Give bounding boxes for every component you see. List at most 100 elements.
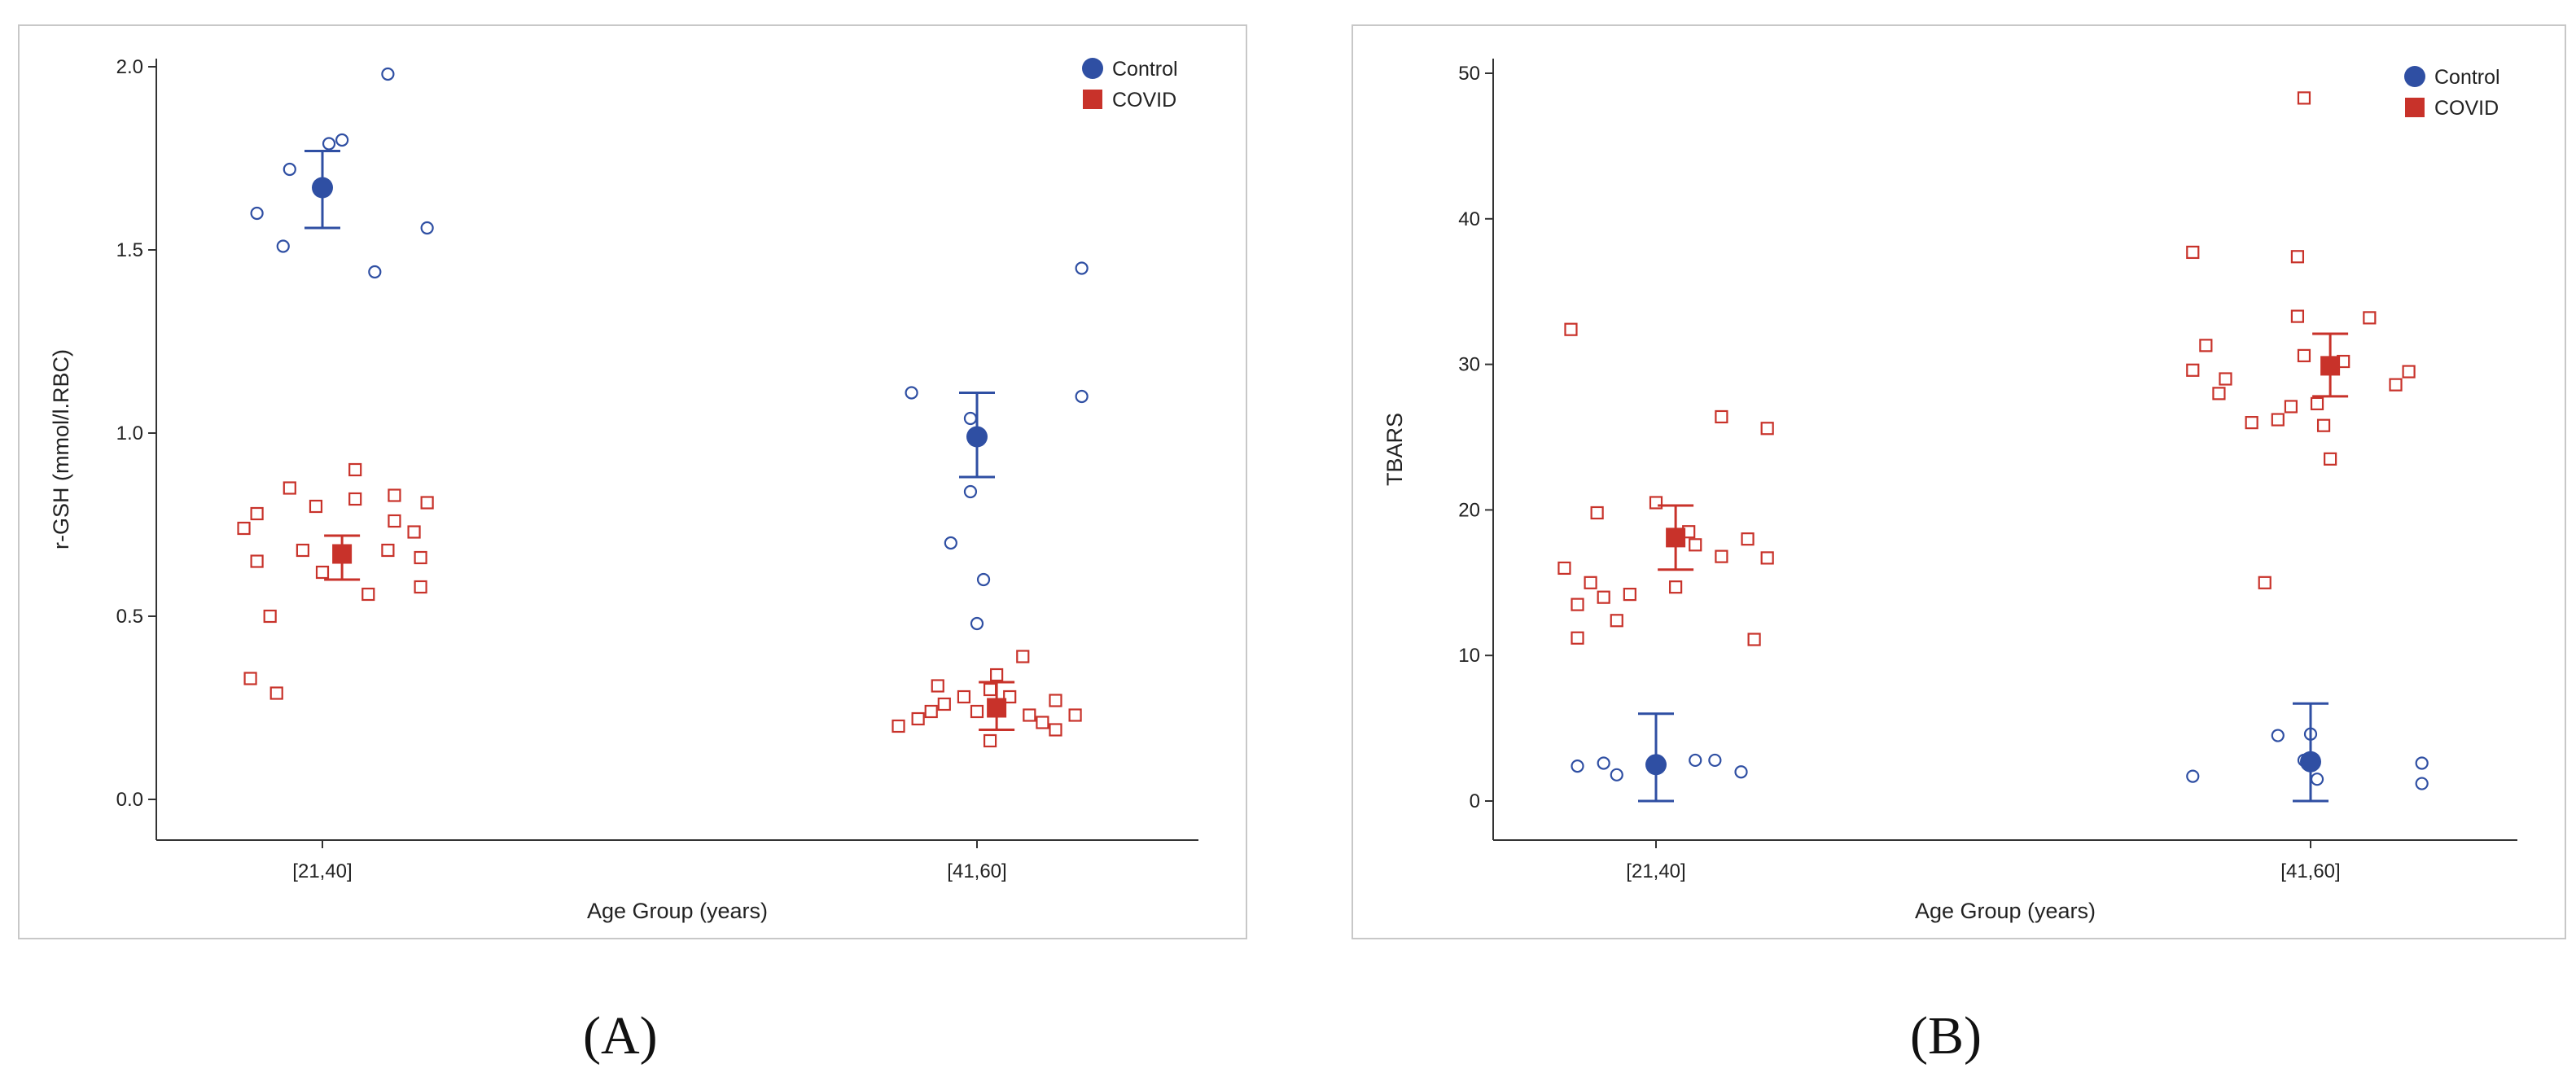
y-tick-label: 0.5	[116, 606, 143, 628]
covid-mean-marker	[987, 698, 1007, 718]
covid-point	[970, 704, 984, 719]
control-point	[963, 411, 978, 426]
covid-series	[1557, 91, 2416, 646]
covid-point	[1564, 322, 1578, 336]
covid-point	[2297, 91, 2311, 105]
covid-point	[2199, 339, 2213, 352]
covid-point	[1741, 532, 1755, 546]
covid-point	[250, 506, 264, 521]
covid-point	[931, 679, 944, 693]
covid-point	[2219, 372, 2232, 386]
control-point	[322, 137, 336, 151]
covid-point	[263, 609, 277, 624]
control-point	[420, 221, 434, 235]
covid-point	[283, 481, 296, 495]
covid-point	[2258, 576, 2272, 589]
control-point	[1075, 261, 1089, 275]
covid-point	[2186, 363, 2200, 377]
legend-label: Control	[1112, 58, 1178, 81]
covid-point	[348, 462, 362, 477]
covid-point	[1597, 590, 1610, 604]
y-tick-label: 40	[1458, 208, 1480, 230]
x-tick-label: [41,60]	[2280, 860, 2340, 882]
covid-point	[1623, 588, 1636, 602]
covid-point	[1689, 538, 1702, 552]
covid-point	[1023, 708, 1036, 722]
covid-point	[381, 543, 395, 558]
covid-point	[2389, 378, 2403, 392]
covid-point	[250, 554, 264, 568]
covid-point	[1610, 614, 1623, 628]
control-point	[368, 265, 382, 279]
covid-point	[1584, 576, 1597, 589]
covid-mean-marker	[2320, 356, 2341, 376]
covid-point	[1649, 496, 1663, 510]
covid-point	[1715, 409, 1728, 424]
covid-point	[911, 711, 925, 726]
control-mean-marker	[966, 426, 988, 448]
control-point	[381, 67, 395, 81]
covid-point	[1036, 716, 1049, 729]
control-point	[1571, 759, 1584, 773]
covid-point	[990, 668, 1004, 682]
control-point	[2415, 756, 2429, 770]
legend-covid-marker	[2405, 98, 2425, 117]
covid-series	[237, 462, 1082, 748]
y-tick-label: 0.0	[116, 789, 143, 811]
y-tick-label: 1.5	[116, 239, 143, 261]
chart-panel-a: 0.00.51.01.52.0[21,40][41,60]>60Age Grou…	[18, 24, 1247, 939]
covid-point	[309, 499, 323, 514]
y-axis-label: r-GSH (mmol/l.RBC)	[49, 349, 73, 549]
covid-point	[1016, 650, 1030, 663]
covid-mean-marker	[332, 544, 353, 564]
control-point	[283, 162, 296, 177]
legend-control-marker	[1082, 58, 1103, 79]
y-tick-label: 1.0	[116, 422, 143, 444]
legend-control-marker	[2404, 66, 2425, 87]
covid-point	[983, 682, 997, 697]
covid-point	[237, 521, 251, 536]
covid-point	[1669, 580, 1683, 594]
control-point	[2186, 769, 2200, 783]
control-point	[976, 572, 991, 587]
legend-label: Control	[2434, 66, 2500, 89]
y-axis-label: TBARS	[1382, 413, 1407, 486]
control-point	[944, 536, 957, 550]
y-tick-label: 50	[1458, 63, 1480, 85]
covid-point	[388, 514, 401, 528]
covid-point	[1571, 598, 1584, 611]
control-point	[2415, 777, 2429, 790]
legend-label: COVID	[2434, 97, 2499, 120]
covid-point	[348, 492, 362, 506]
covid-point	[296, 543, 309, 558]
covid-point	[1571, 631, 1584, 645]
covid-point	[361, 587, 375, 602]
legend: Control COVID	[1082, 58, 1178, 112]
covid-mean-marker	[1666, 527, 1686, 548]
covid-point	[315, 565, 330, 580]
x-tick-label: [21,40]	[1626, 860, 1685, 882]
covid-point	[1747, 633, 1761, 646]
control-point	[335, 133, 349, 147]
control-point	[970, 616, 984, 631]
covid-point	[269, 686, 283, 700]
covid-point	[2310, 396, 2324, 410]
covid-point	[414, 580, 427, 594]
control-mean-marker	[1645, 754, 1667, 776]
covid-point	[2290, 309, 2305, 323]
covid-point	[407, 525, 421, 539]
covid-point	[2363, 311, 2377, 325]
covid-point	[1003, 689, 1017, 704]
x-tick-label: [21,40]	[292, 860, 352, 882]
covid-point	[388, 488, 401, 502]
control-series	[1571, 702, 2429, 803]
r-gsh-chart: 0.00.51.01.52.0[21,40][41,60]>60Age Grou…	[49, 56, 1198, 923]
y-tick-label: 0	[1470, 790, 1480, 812]
covid-point	[1760, 422, 1774, 436]
covid-point	[420, 496, 434, 510]
legend-label: COVID	[1112, 89, 1176, 112]
legend: Control COVID	[2404, 66, 2500, 120]
covid-point	[1557, 561, 1571, 576]
control-point	[1734, 765, 1748, 779]
control-point	[1689, 753, 1702, 768]
